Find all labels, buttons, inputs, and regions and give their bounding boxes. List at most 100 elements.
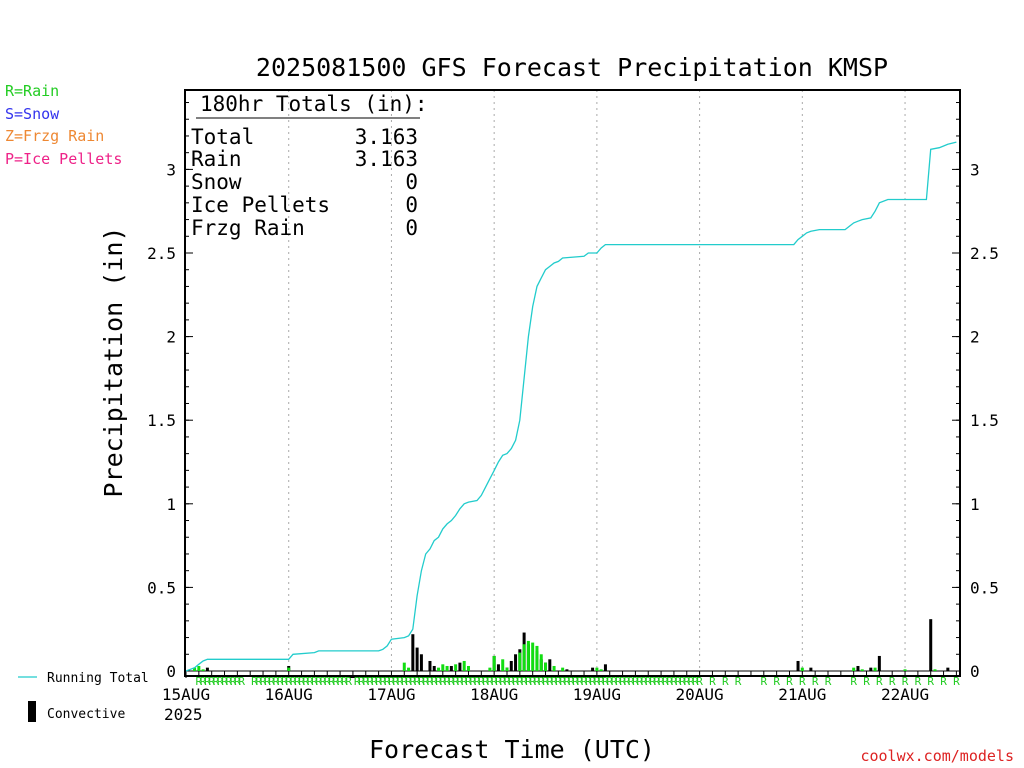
y-tick-label-left: 1.5 xyxy=(147,411,176,430)
convective-bar xyxy=(809,667,813,671)
rain-marker: R xyxy=(495,675,502,688)
rain-marker: R xyxy=(418,675,425,688)
rain-marker: R xyxy=(435,675,442,688)
x-tick-label: 21AUG xyxy=(778,685,826,704)
rain-marker: R xyxy=(653,675,660,688)
rain-marker: R xyxy=(512,675,519,688)
rain-marker: R xyxy=(431,675,438,688)
convective-bar xyxy=(458,662,462,671)
rain-bar xyxy=(454,664,458,671)
rain-marker: R xyxy=(294,675,301,688)
totals-heading: 180hr Totals (in): xyxy=(200,92,428,116)
rain-marker: R xyxy=(786,675,793,688)
rain-marker: R xyxy=(760,675,767,688)
rain-marker: R xyxy=(251,675,258,688)
rain-marker: R xyxy=(611,675,618,688)
rain-marker: R xyxy=(324,675,331,688)
rain-bar xyxy=(501,659,505,671)
y-tick-label-left: 2 xyxy=(166,328,176,347)
rain-marker: R xyxy=(636,675,643,688)
rain-bar xyxy=(201,669,205,671)
rain-marker: R xyxy=(671,675,678,688)
rain-marker: R xyxy=(405,675,412,688)
x-tick-label: 18AUG xyxy=(470,685,518,704)
y-tick-label-right: 0 xyxy=(970,662,980,681)
totals-value-frzg-rain: 0 xyxy=(405,216,418,240)
convective-bar xyxy=(946,667,950,671)
rain-marker: R xyxy=(679,675,686,688)
rain-marker: R xyxy=(200,675,207,688)
rain-marker: R xyxy=(225,675,232,688)
totals-value-rain: 3.163 xyxy=(355,147,418,171)
rain-marker: R xyxy=(444,675,451,688)
convective-bar xyxy=(565,669,569,671)
y-axis-label: Precipitation (in) xyxy=(99,227,128,498)
rain-marker: R xyxy=(457,675,464,688)
rain-marker: R xyxy=(709,675,716,688)
rain-marker: R xyxy=(298,675,305,688)
rain-marker: R xyxy=(328,675,335,688)
rain-marker: R xyxy=(362,675,369,688)
rain-marker: R xyxy=(303,675,310,688)
rain-bar xyxy=(860,669,864,671)
chart-title: 2025081500 GFS Forecast Precipitation KM… xyxy=(256,53,888,82)
rain-marker: R xyxy=(358,675,365,688)
rain-bar xyxy=(544,662,548,671)
rain-marker: R xyxy=(277,675,284,688)
rain-marker: R xyxy=(401,675,408,688)
rain-bar xyxy=(462,660,466,671)
rain-marker: R xyxy=(414,675,421,688)
totals-value-snow: 0 xyxy=(405,170,418,194)
rain-marker: R xyxy=(208,675,215,688)
rain-marker: R xyxy=(320,675,327,688)
rain-bar xyxy=(505,667,509,671)
y-tick-label-right: 1.5 xyxy=(970,411,999,430)
y-tick-label-right: 3 xyxy=(970,160,980,179)
rain-marker: R xyxy=(487,675,494,688)
rain-bar xyxy=(561,667,565,671)
rain-marker: R xyxy=(863,675,870,688)
rain-marker: R xyxy=(902,675,909,688)
rain-marker: R xyxy=(662,675,669,688)
rain-marker: R xyxy=(354,675,361,688)
convective-bar xyxy=(548,659,552,671)
rain-marker: R xyxy=(538,675,545,688)
rain-marker: R xyxy=(255,675,262,688)
y-tick-label-right: 2.5 xyxy=(970,244,999,263)
rain-marker: R xyxy=(499,675,506,688)
ptype-legend: R=Rain S=Snow Z=Frzg Rain P=Ice Pellets xyxy=(5,82,122,168)
rain-marker: R xyxy=(568,675,575,688)
x-tick-label: 16AUG xyxy=(265,685,313,704)
rain-marker: R xyxy=(722,675,729,688)
rain-marker: R xyxy=(529,675,536,688)
rain-bar xyxy=(852,667,856,671)
rain-bar xyxy=(526,640,530,671)
y-tick-label-left: 1 xyxy=(166,495,176,514)
rain-marker: R xyxy=(572,675,579,688)
rain-marker: R xyxy=(482,675,489,688)
rain-marker: R xyxy=(491,675,498,688)
rain-marker: R xyxy=(439,675,446,688)
rain-marker: R xyxy=(504,675,511,688)
convective-bar xyxy=(205,667,209,671)
rain-marker: R xyxy=(649,675,656,688)
rain-bar xyxy=(933,669,937,671)
totals-label-frzg-rain: Frzg Rain xyxy=(191,216,305,240)
rain-bar xyxy=(539,654,543,671)
rain-bar xyxy=(873,667,877,671)
rain-marker: R xyxy=(581,675,588,688)
rain-marker: R xyxy=(773,675,780,688)
rain-marker: R xyxy=(534,675,541,688)
rain-marker: R xyxy=(332,675,339,688)
rain-marker: R xyxy=(525,675,532,688)
rain-bar xyxy=(466,665,470,671)
rain-marker: R xyxy=(337,675,344,688)
rain-marker: R xyxy=(735,675,742,688)
rain-marker: R xyxy=(452,675,459,688)
rain-marker: R xyxy=(799,675,806,688)
rain-marker: R xyxy=(213,675,220,688)
rain-marker: R xyxy=(285,675,292,688)
convective-bar xyxy=(514,654,518,671)
rain-bar xyxy=(441,664,445,671)
